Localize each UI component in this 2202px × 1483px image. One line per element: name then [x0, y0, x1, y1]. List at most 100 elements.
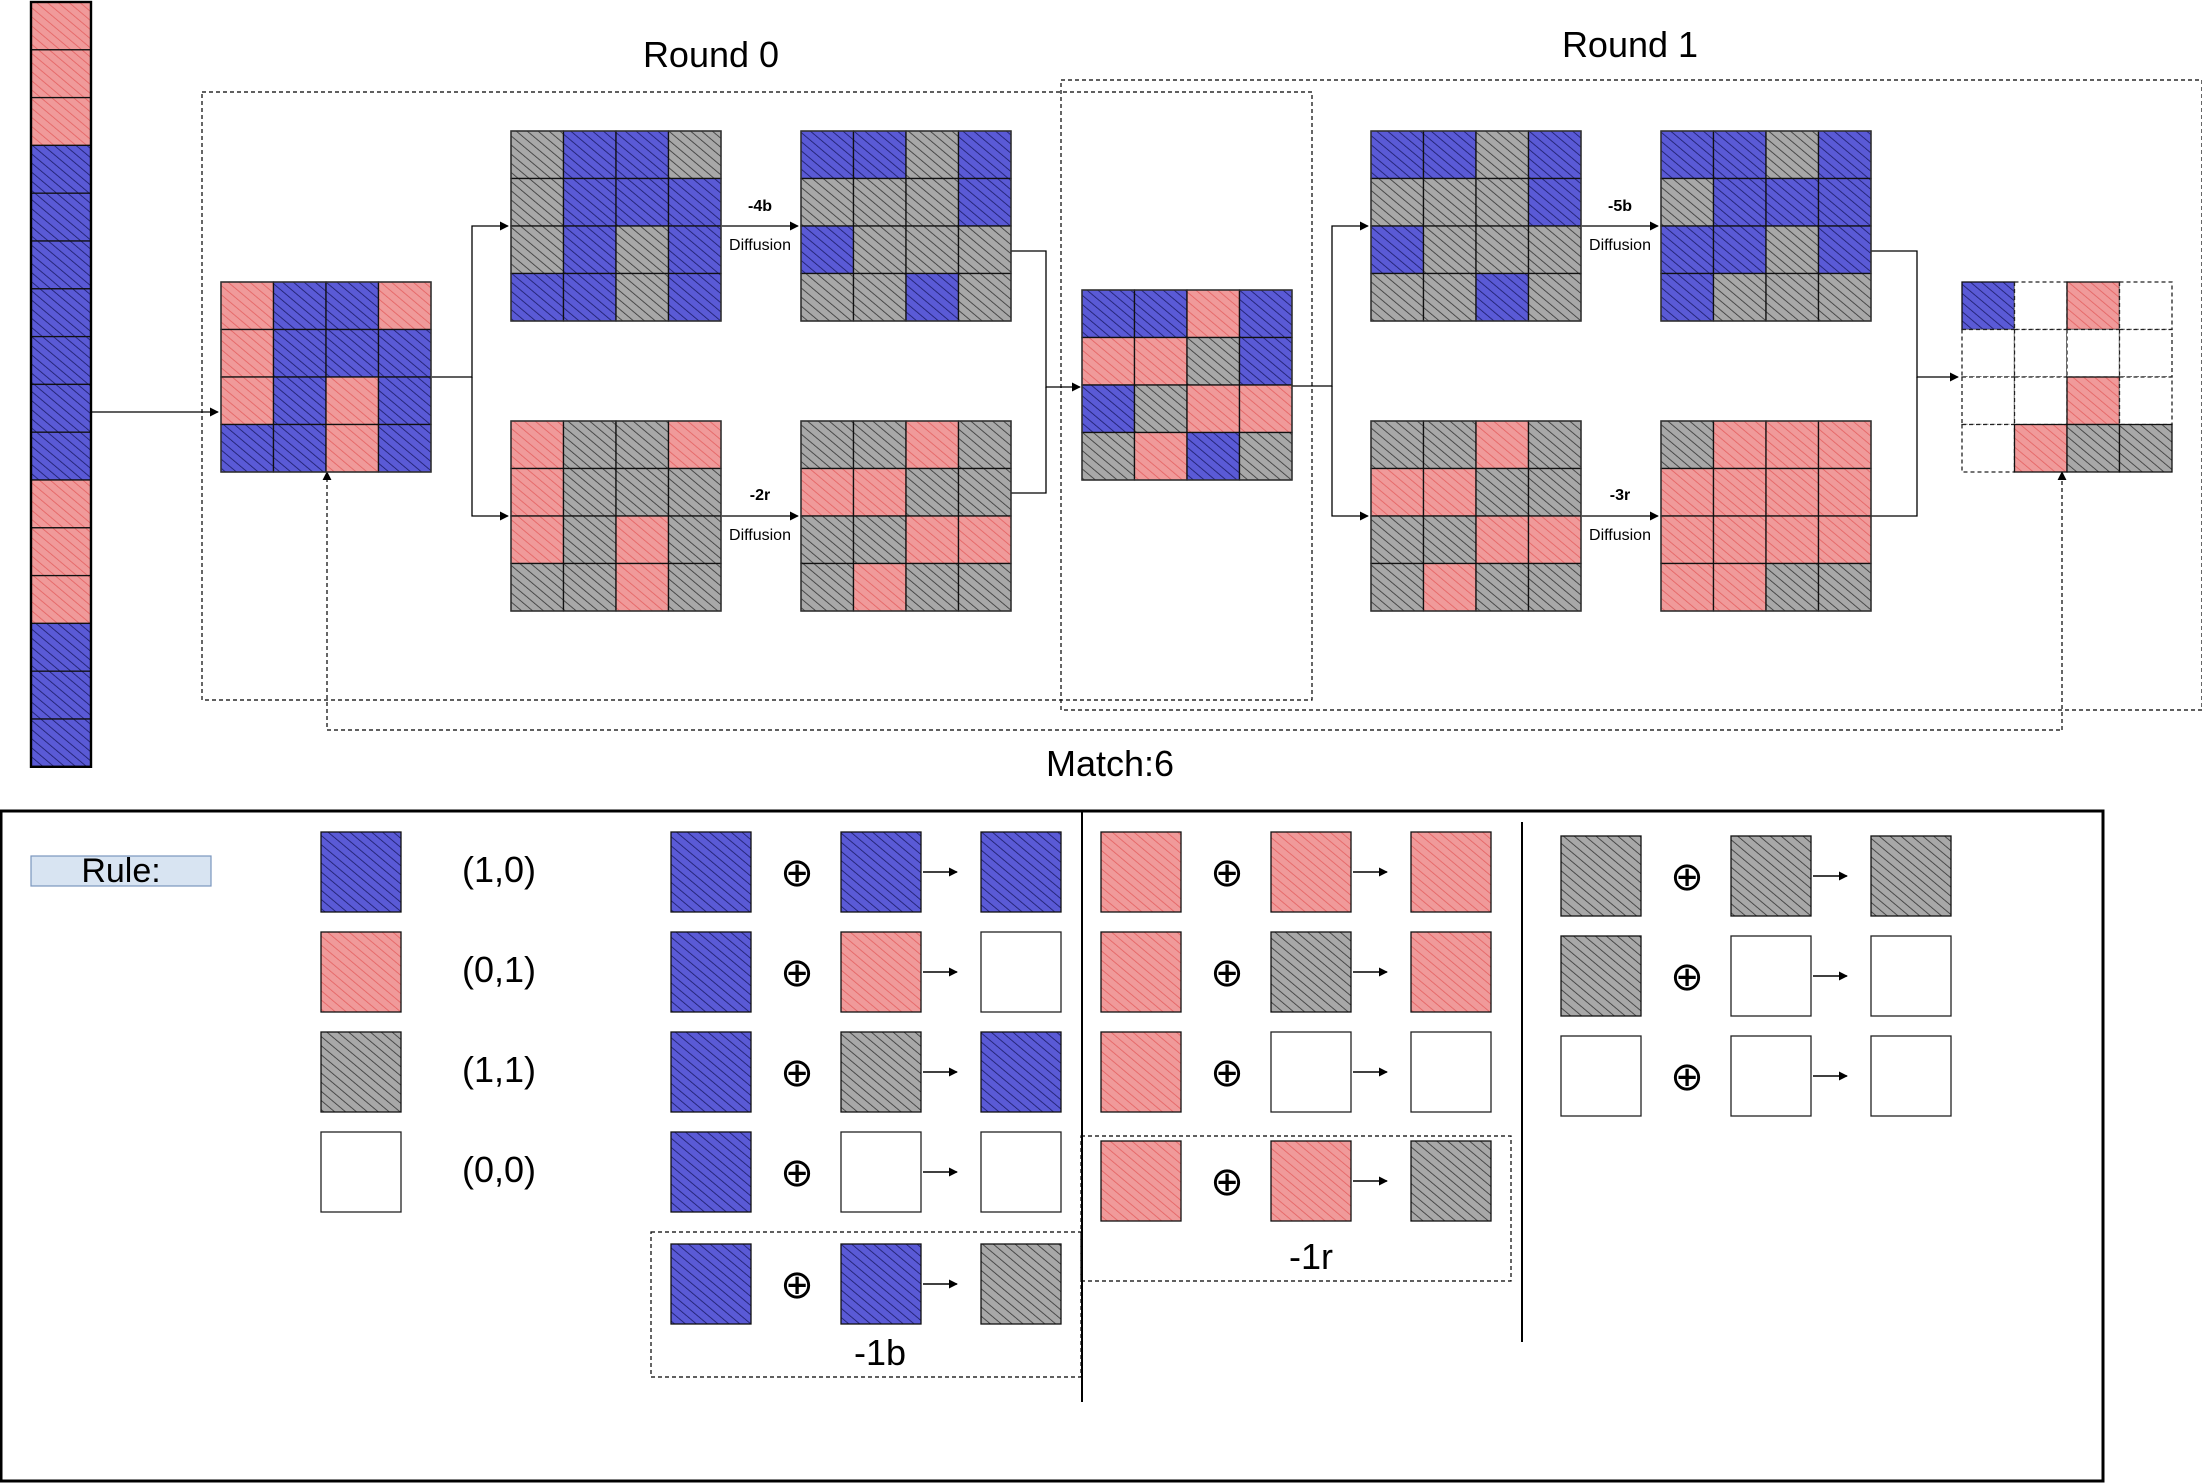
grid-cell-red	[1765, 420, 1820, 470]
grid-cell-white	[2013, 281, 2068, 331]
grid-cell-gray	[667, 515, 722, 565]
round-1-blue-grid-after	[1660, 130, 1872, 322]
grid-cell-gray	[1765, 562, 1820, 612]
diffusion-arrow-r0-blue: -4b Diffusion	[722, 198, 799, 254]
legend-code: (1,0)	[462, 849, 536, 890]
xor-rule-row: ⊕	[1100, 831, 1492, 913]
grid-cell-blue	[1081, 289, 1136, 339]
grid-cell-gray	[562, 515, 617, 565]
grid-cell-blue	[325, 328, 380, 378]
grid-cell-red	[615, 562, 670, 612]
output-grid	[1961, 281, 2173, 473]
xor-rule-row: ⊕	[1560, 835, 1952, 917]
xor-rule-row: ⊕	[670, 1131, 1062, 1213]
grid-cell-red	[1422, 562, 1477, 612]
operand-gray	[1560, 935, 1642, 1017]
arrow-bottom-label: Diffusion	[729, 527, 791, 544]
grid-cell-gray	[1527, 420, 1582, 470]
grid-cell-gray	[1475, 225, 1530, 275]
grid-cell-red	[377, 281, 432, 331]
grid-cell-red	[1712, 467, 1767, 517]
grid-cell-red	[1817, 515, 1872, 565]
grid-cell-gray	[1765, 130, 1820, 180]
grid-cell-gray	[1475, 467, 1530, 517]
operand-gray	[840, 1031, 922, 1113]
round-1-red-grid-before	[1370, 420, 1582, 612]
result-gray	[980, 1243, 1062, 1325]
grid-cell-white	[2118, 281, 2173, 331]
grid-cell-blue	[272, 281, 327, 331]
grid-cell-red	[1475, 420, 1530, 470]
grid-cell-blue	[1186, 431, 1241, 481]
grid-cell-gray	[1370, 420, 1425, 470]
sequence-cell-blue	[30, 288, 92, 338]
round-0-blue-grid-before	[510, 130, 722, 322]
grid-cell-red	[1765, 467, 1820, 517]
grid-cell-gray	[510, 562, 565, 612]
round-1-blue-grid-before	[1370, 130, 1582, 322]
grid-cell-red	[1186, 289, 1241, 339]
operand-red	[840, 931, 922, 1013]
grid-cell-gray	[957, 272, 1012, 322]
sequence-cell-red	[30, 574, 92, 625]
grid-cell-gray	[905, 177, 960, 227]
round-0-red-grid-before	[510, 420, 722, 612]
xor-rule-row: ⊕	[670, 931, 1062, 1013]
grid-cell-blue	[1817, 130, 1872, 180]
arrow-top-label: -4b	[748, 198, 772, 215]
grid-cell-red	[905, 420, 960, 470]
grid-cell-gray	[800, 515, 855, 565]
grid-cell-gray	[1475, 177, 1530, 227]
input-sequence	[29, 0, 93, 768]
grid-cell-blue	[1475, 272, 1530, 322]
result-white	[1870, 935, 1952, 1017]
grid-cell-blue	[615, 177, 670, 227]
operand-blue	[670, 1031, 752, 1113]
round-0-blue-grid-after	[800, 130, 1012, 322]
grid-cell-blue	[377, 328, 432, 378]
sequence-cell-blue	[30, 718, 92, 768]
grid-cell-blue	[510, 272, 565, 322]
grid-cell-red	[1133, 336, 1188, 386]
grid-cell-gray	[1712, 272, 1767, 322]
grid-cell-gray	[852, 225, 907, 275]
operand-red	[1100, 831, 1182, 913]
grid-cell-gray	[800, 420, 855, 470]
grid-cell-red	[1817, 467, 1872, 517]
grid-cell-red	[2066, 281, 2121, 331]
grid-cell-gray	[615, 420, 670, 470]
grid-cell-gray	[1527, 272, 1582, 322]
sequence-cell-red	[30, 49, 92, 99]
grid-cell-gray	[2118, 423, 2173, 473]
grid-cell-red	[1712, 515, 1767, 565]
grid-cell-red	[325, 423, 380, 473]
legend-swatch-gray	[320, 1031, 402, 1113]
xor-rules: ⊕ ⊕ ⊕ ⊕ ⊕ -1b ⊕ ⊕ ⊕ ⊕ -1r ⊕ ⊕ ⊕	[650, 831, 1952, 1378]
connectors	[92, 221, 1959, 521]
xor-operator: ⊕	[1210, 1051, 1244, 1095]
grid-cell-red	[1475, 515, 1530, 565]
grid-cell-gray	[1475, 562, 1530, 612]
sequence-cell-red	[30, 1, 92, 51]
grid-cell-blue	[562, 177, 617, 227]
grid-cell-blue	[615, 130, 670, 180]
xor-operator: ⊕	[780, 951, 814, 995]
grid-cell-gray	[1422, 225, 1477, 275]
grid-cell-red	[852, 562, 907, 612]
xor-rule-row: ⊕	[1100, 931, 1492, 1013]
grid-cell-gray	[957, 467, 1012, 517]
grid-cell-gray	[2066, 423, 2121, 473]
arrow-bottom-label: Diffusion	[1589, 527, 1651, 544]
grid-cell-gray	[667, 130, 722, 180]
grid-cell-gray	[957, 562, 1012, 612]
grid-cell-white	[1961, 376, 2016, 426]
operand-red	[1270, 1140, 1352, 1222]
xor-rule-row: ⊕	[670, 1243, 1062, 1325]
grid-cell-gray	[1527, 562, 1582, 612]
grid-cell-gray	[852, 272, 907, 322]
grid-cell-red	[852, 467, 907, 517]
sequence-cell-red	[30, 479, 92, 529]
grid-cell-blue	[800, 225, 855, 275]
grid-cell-red	[905, 515, 960, 565]
grid-cell-white	[2013, 376, 2068, 426]
